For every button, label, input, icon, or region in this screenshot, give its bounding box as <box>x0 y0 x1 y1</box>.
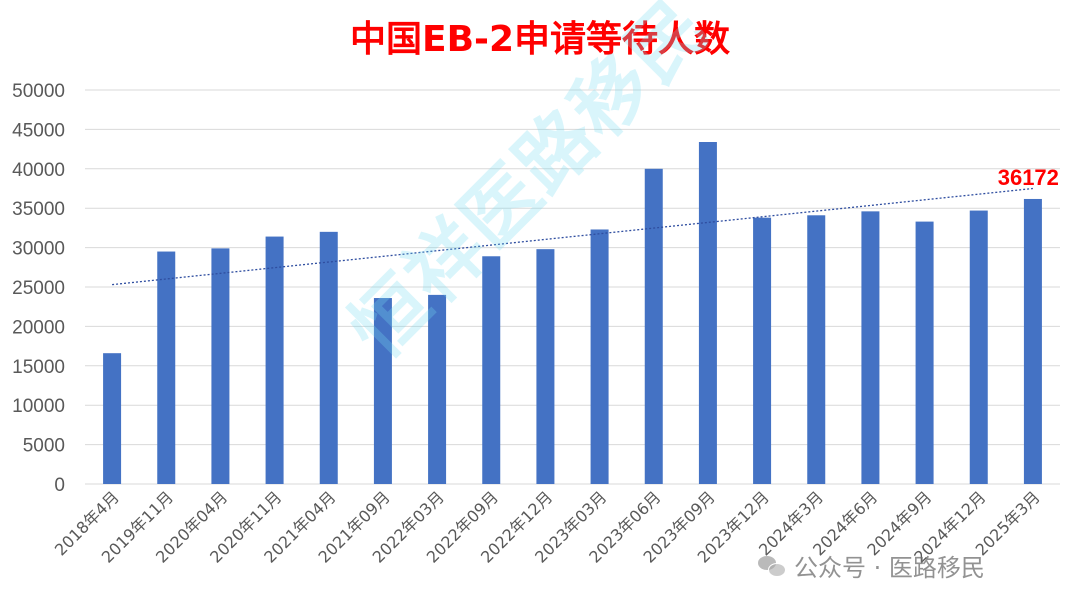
data-label: 36172 <box>998 165 1059 190</box>
trendline-line <box>112 187 1033 286</box>
gridlines <box>85 89 1060 485</box>
bar <box>428 294 447 484</box>
bar <box>319 231 338 484</box>
wechat-brand: 公众号 · 医路移民 <box>758 548 985 583</box>
y-tick-label: 25000 <box>12 278 65 299</box>
bars <box>103 142 1042 485</box>
bar <box>482 256 501 484</box>
bar <box>373 298 392 484</box>
bar <box>1023 198 1042 484</box>
bar <box>807 215 826 485</box>
bar <box>644 168 663 485</box>
y-tick-label: 50000 <box>12 81 65 102</box>
bar <box>969 210 988 484</box>
bar <box>590 229 609 484</box>
bar <box>157 251 176 484</box>
y-tick-label: 10000 <box>12 396 65 417</box>
bar <box>536 249 555 484</box>
wechat-icon <box>758 554 786 578</box>
bar <box>753 217 772 484</box>
y-axis-tick-labels: 0 5000 10000 15000 20000 25000 30000 35000 40000… <box>12 81 65 496</box>
y-tick-label: 0 <box>54 475 65 496</box>
chart-title: 中国EB-2申请等待人数 <box>349 19 731 60</box>
bar <box>265 236 284 484</box>
bar <box>915 221 934 484</box>
y-tick-label: 40000 <box>12 160 65 181</box>
data-labels: 36172 <box>998 165 1059 190</box>
bar <box>103 353 122 484</box>
y-tick-label: 20000 <box>12 317 65 338</box>
bar <box>861 211 880 485</box>
y-tick-label: 15000 <box>12 357 65 378</box>
trendline <box>112 187 1033 286</box>
wechat-brand-label: 公众号 · 医路移民 <box>794 554 985 582</box>
y-tick-label: 5000 <box>23 436 65 457</box>
bar <box>211 248 230 484</box>
y-tick-label: 30000 <box>12 239 65 260</box>
y-tick-label: 35000 <box>12 199 65 220</box>
y-tick-label: 45000 <box>12 120 65 141</box>
bar <box>698 142 717 484</box>
